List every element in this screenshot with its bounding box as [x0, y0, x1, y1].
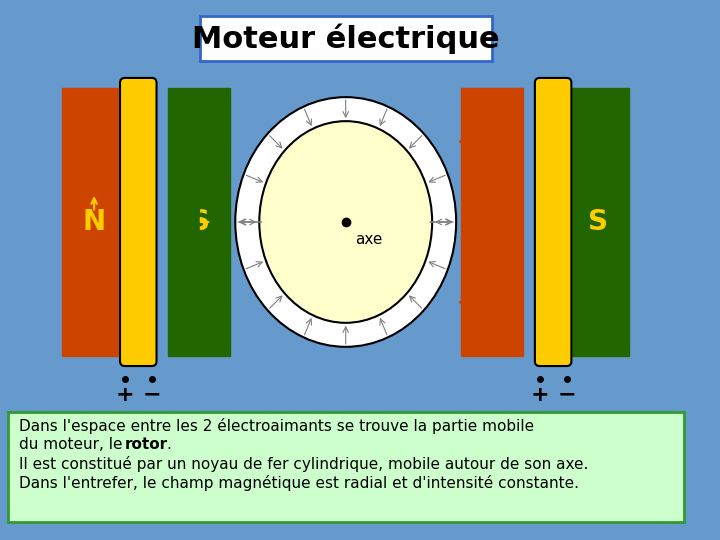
- Text: Dans l'entrefer, le champ magnétique est radial et d'intensité constante.: Dans l'entrefer, le champ magnétique est…: [19, 475, 579, 491]
- Bar: [168, 87, 230, 356]
- Text: −: −: [557, 385, 576, 405]
- Text: S: S: [190, 208, 210, 236]
- Text: N: N: [481, 208, 504, 236]
- Bar: [63, 87, 125, 356]
- Ellipse shape: [235, 97, 456, 347]
- Ellipse shape: [259, 121, 432, 323]
- FancyBboxPatch shape: [535, 78, 572, 366]
- FancyBboxPatch shape: [199, 17, 492, 60]
- Text: S: S: [588, 208, 608, 236]
- Text: axe: axe: [355, 232, 383, 247]
- FancyBboxPatch shape: [120, 78, 156, 366]
- Text: rotor: rotor: [125, 437, 168, 453]
- FancyBboxPatch shape: [8, 412, 684, 522]
- Text: N: N: [83, 208, 106, 236]
- Bar: [567, 87, 629, 356]
- Text: +: +: [531, 385, 549, 405]
- Text: Dans l'espace entre les 2 électroaimants se trouve la partie mobile: Dans l'espace entre les 2 électroaimants…: [19, 417, 534, 434]
- Text: du moteur, le: du moteur, le: [19, 437, 127, 453]
- Text: Moteur électrique: Moteur électrique: [192, 23, 500, 54]
- Text: .: .: [166, 437, 171, 453]
- Bar: [461, 87, 523, 356]
- Text: +: +: [115, 385, 134, 405]
- Text: Il est constitué par un noyau de fer cylindrique, mobile autour de son axe.: Il est constitué par un noyau de fer cyl…: [19, 456, 588, 472]
- Text: −: −: [143, 385, 161, 405]
